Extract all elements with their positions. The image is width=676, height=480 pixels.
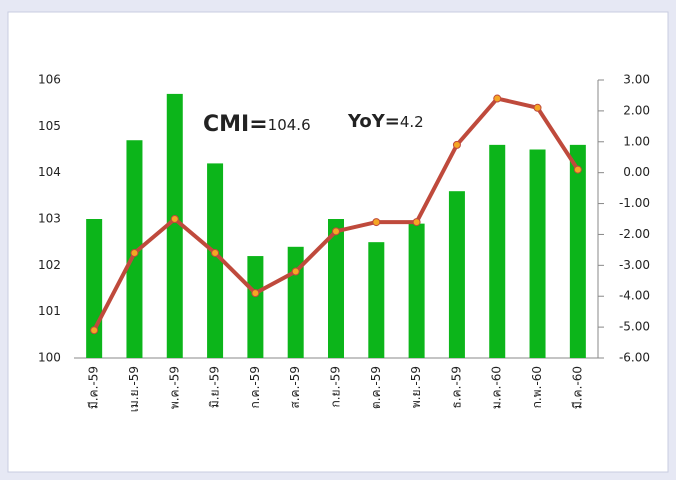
y2-tick-label: -2.00 <box>619 227 650 241</box>
bar <box>408 223 425 358</box>
bar <box>489 144 506 358</box>
bar <box>86 219 103 358</box>
marker <box>211 248 220 257</box>
x-tick-label: มี.ค.-59 <box>87 366 101 409</box>
marker <box>251 289 260 298</box>
y2-tick-label: 0.00 <box>623 165 650 179</box>
y2-tick-label: -5.00 <box>619 320 650 334</box>
yoy-value: 4.2 <box>400 113 424 131</box>
yoy-annotation: YoY=4.2 <box>347 111 424 132</box>
y-tick-label: 103 <box>38 212 61 226</box>
y2-tick-label: 1.00 <box>623 134 650 148</box>
marker <box>493 94 502 103</box>
marker <box>170 215 179 223</box>
marker <box>452 140 461 149</box>
y-tick-label: 106 <box>38 73 61 87</box>
cmi-annotation: CMI=104.6 <box>203 112 311 137</box>
x-tick-label: ม.ค.-60 <box>490 366 504 409</box>
marker <box>412 218 421 227</box>
x-tick-label: ส.ค.-59 <box>288 366 302 409</box>
bar <box>569 144 586 358</box>
marker <box>573 165 582 174</box>
x-tick-label: มี.ค.-60 <box>570 366 584 409</box>
cmi-label: CMI= <box>203 112 268 137</box>
y-tick-label: 104 <box>38 165 61 179</box>
bar <box>529 149 546 358</box>
marker <box>533 103 542 112</box>
x-tick-label: มิ.ย.-59 <box>208 366 222 408</box>
bar <box>448 191 465 358</box>
x-tick-label: ก.ค.-59 <box>248 366 262 409</box>
y2-tick-label: 3.00 <box>623 73 650 87</box>
cmi-value: 104.6 <box>268 116 311 134</box>
bar <box>247 256 264 358</box>
y-tick-label: 101 <box>38 304 61 318</box>
x-tick-label: ธ.ค.-59 <box>449 366 463 409</box>
y2-tick-label: -6.00 <box>619 351 650 365</box>
yoy-label: YoY= <box>347 111 400 132</box>
x-tick-label: เม.ย.-59 <box>127 366 141 412</box>
y-tick-label: 102 <box>38 258 61 272</box>
y-tick-label: 105 <box>38 119 61 133</box>
marker <box>372 218 381 227</box>
x-tick-label: ก.พ.-60 <box>530 366 544 408</box>
x-tick-label: พ.ค.-59 <box>167 366 181 409</box>
y2-tick-label: -1.00 <box>619 196 650 210</box>
y2-tick-label: -4.00 <box>619 289 650 303</box>
y-tick-label: 100 <box>38 351 61 365</box>
bar <box>368 242 385 358</box>
marker <box>291 267 300 276</box>
bar <box>166 93 183 359</box>
marker <box>90 326 99 335</box>
x-tick-label: พ.ย.-59 <box>409 366 423 408</box>
y2-tick-label: 2.00 <box>623 103 650 117</box>
bar <box>328 219 344 358</box>
marker <box>130 248 139 257</box>
y2-tick-label: -3.00 <box>619 258 650 272</box>
marker <box>332 227 340 236</box>
x-tick-label: ก.ย.-59 <box>329 366 343 408</box>
x-tick-label: ต.ค.-59 <box>369 366 383 409</box>
bar <box>207 163 224 358</box>
